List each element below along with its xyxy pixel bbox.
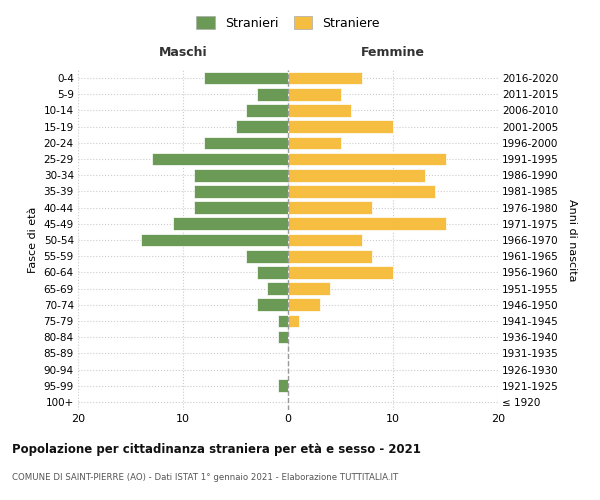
Bar	[257, 88, 288, 101]
Bar	[288, 218, 445, 230]
Bar	[257, 266, 288, 278]
Bar	[288, 120, 393, 133]
Bar	[193, 185, 288, 198]
Bar	[288, 72, 361, 85]
Text: Popolazione per cittadinanza straniera per età e sesso - 2021: Popolazione per cittadinanza straniera p…	[12, 442, 421, 456]
Bar	[288, 282, 330, 295]
Bar	[277, 331, 288, 344]
Bar	[288, 266, 393, 278]
Bar	[288, 88, 341, 101]
Bar	[204, 136, 288, 149]
Bar	[267, 282, 288, 295]
Legend: Stranieri, Straniere: Stranieri, Straniere	[191, 11, 385, 35]
Bar	[288, 298, 320, 311]
Bar	[288, 250, 372, 262]
Bar	[257, 298, 288, 311]
Y-axis label: Fasce di età: Fasce di età	[28, 207, 38, 273]
Bar	[288, 314, 299, 328]
Text: Femmine: Femmine	[361, 46, 425, 59]
Text: Maschi: Maschi	[158, 46, 208, 59]
Bar	[151, 152, 288, 166]
Bar	[288, 202, 372, 214]
Bar	[288, 104, 351, 117]
Bar	[193, 169, 288, 181]
Bar	[173, 218, 288, 230]
Bar	[246, 250, 288, 262]
Bar	[277, 314, 288, 328]
Text: COMUNE DI SAINT-PIERRE (AO) - Dati ISTAT 1° gennaio 2021 - Elaborazione TUTTITAL: COMUNE DI SAINT-PIERRE (AO) - Dati ISTAT…	[12, 472, 398, 482]
Bar	[277, 380, 288, 392]
Bar	[288, 136, 341, 149]
Bar	[193, 202, 288, 214]
Y-axis label: Anni di nascita: Anni di nascita	[567, 198, 577, 281]
Bar	[288, 185, 435, 198]
Bar	[204, 72, 288, 85]
Bar	[246, 104, 288, 117]
Bar	[288, 152, 445, 166]
Bar	[235, 120, 288, 133]
Bar	[288, 169, 425, 181]
Bar	[288, 234, 361, 246]
Bar	[141, 234, 288, 246]
